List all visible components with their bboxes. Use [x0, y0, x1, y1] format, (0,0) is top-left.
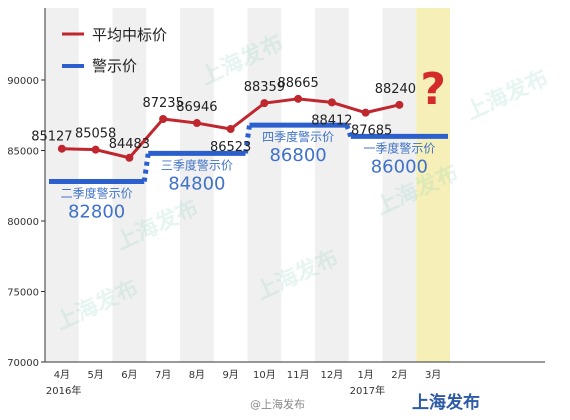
column-shade	[247, 8, 282, 362]
x-tick-label: 2月	[391, 369, 407, 381]
x-tick-label: 9月	[222, 369, 238, 381]
warning-price-label: 四季度警示价	[262, 129, 334, 144]
column-shade	[382, 8, 417, 362]
average-price-point	[395, 100, 404, 109]
average-price-point	[57, 144, 66, 153]
weibo-watermark: @上海发布	[250, 397, 305, 411]
background-watermark: 上海发布	[462, 65, 553, 126]
column-shade	[112, 8, 147, 362]
x-tick-label: 1月	[357, 369, 373, 381]
y-tick-label: 75000	[7, 288, 39, 299]
average-price-label: 88240	[375, 82, 416, 97]
y-tick-label: 85000	[7, 147, 39, 158]
average-price-point	[294, 94, 303, 103]
brand-logo-text: 上海发布	[412, 392, 480, 413]
year-label: 2017年	[350, 384, 385, 397]
average-price-point	[192, 119, 201, 128]
legend-label-warning: 警示价	[92, 57, 137, 75]
legend-label-average: 平均中标价	[92, 26, 167, 44]
question-mark-annotation: ?	[420, 64, 446, 115]
y-tick-label: 90000	[7, 76, 39, 87]
average-price-point	[327, 98, 336, 107]
warning-price-value: 82800	[68, 202, 125, 223]
average-price-label: 86946	[176, 100, 217, 115]
average-price-point	[361, 108, 370, 117]
average-price-point	[159, 114, 168, 123]
warning-price-value: 86800	[269, 145, 326, 166]
x-tick-label: 12月	[321, 369, 344, 381]
average-price-label: 86523	[210, 140, 251, 155]
average-price-label: 88665	[277, 76, 318, 91]
average-price-point	[125, 153, 134, 162]
average-price-label: 85058	[75, 127, 116, 142]
x-tick-label: 4月	[54, 369, 70, 381]
average-price-label: 88412	[311, 113, 352, 128]
x-tick-label: 10月	[253, 369, 276, 381]
y-tick-label: 70000	[7, 358, 39, 369]
warning-price-label: 二季度警示价	[61, 186, 133, 201]
x-tick-label: 11月	[287, 369, 310, 381]
average-price-label: 87235	[142, 96, 183, 111]
column-shade	[180, 8, 214, 362]
x-tick-label: 3月	[425, 369, 441, 381]
average-price-point	[91, 145, 100, 154]
warning-price-value: 84800	[168, 173, 225, 194]
column-shade	[315, 8, 349, 362]
average-price-point	[260, 99, 269, 108]
year-label: 2016年	[46, 384, 81, 397]
warning-price-value: 86000	[371, 156, 428, 177]
warning-price-connector	[344, 124, 354, 138]
average-price-label: 87685	[351, 124, 392, 139]
x-tick-label: 7月	[155, 369, 171, 381]
average-price-label: 88359	[244, 80, 285, 95]
warning-price-label: 一季度警示价	[363, 140, 435, 155]
y-tick-label: 80000	[7, 217, 39, 228]
x-tick-label: 6月	[121, 369, 137, 381]
warning-price-label: 三季度警示价	[161, 157, 233, 172]
average-price-label: 84483	[109, 137, 150, 152]
average-price-point	[226, 125, 235, 134]
highlight-column	[416, 8, 450, 362]
x-tick-label: 8月	[189, 369, 205, 381]
x-tick-label: 5月	[87, 369, 103, 381]
average-price-label: 85127	[31, 130, 72, 145]
